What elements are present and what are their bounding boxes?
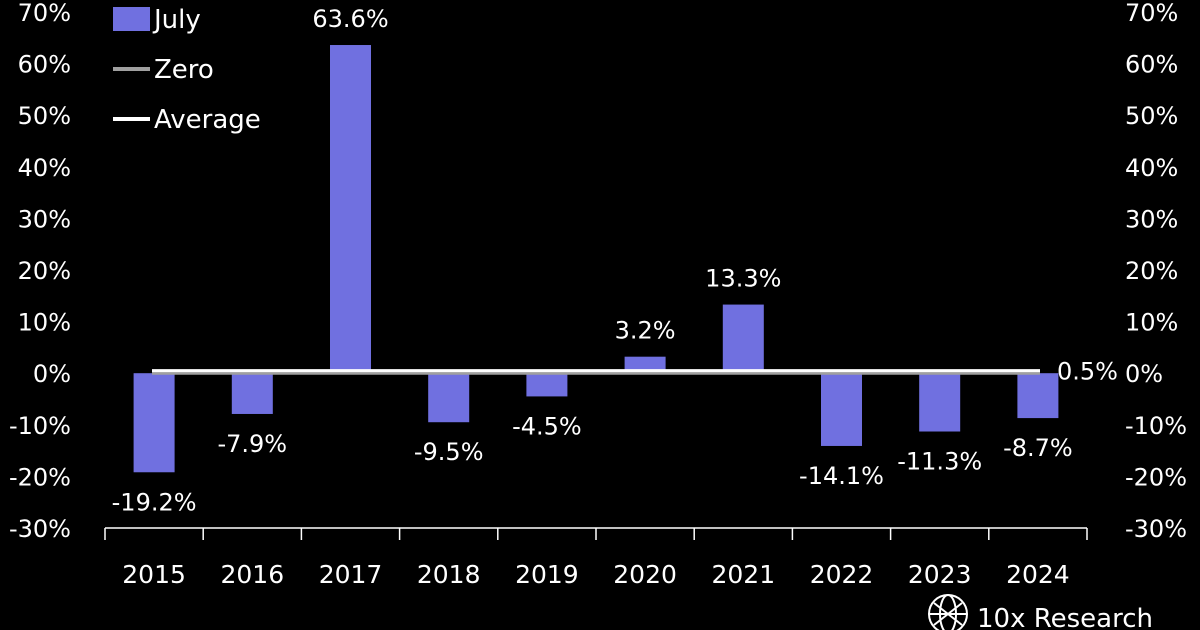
x-tick-label-2017: 2017 — [319, 560, 383, 589]
brand: 10x Research — [928, 594, 1153, 630]
bar-2024 — [1017, 373, 1059, 419]
x-axis — [104, 527, 1088, 540]
x-tick-label-2015: 2015 — [122, 560, 186, 589]
average-line-label: 0.5% — [1057, 358, 1118, 386]
bar-2016 — [231, 373, 273, 414]
x-tick-label-2022: 2022 — [810, 560, 874, 589]
y-tick-label-right: 30% — [1125, 205, 1178, 233]
y-tick-label-right: 50% — [1125, 102, 1178, 130]
bar-2018 — [428, 373, 470, 423]
legend-label-average: Average — [154, 105, 261, 135]
x-tick-labels: 2015 2016 2017 2018 2019 2020 2021 2022 2023 2024 — [122, 560, 1069, 589]
y-tick-label-left: -20% — [9, 463, 71, 491]
data-label-2023: -11.3% — [897, 448, 982, 476]
y-tick-label-left: -30% — [9, 515, 71, 543]
y-axis-right: 70% 60% 50% 40% 30% 20% 10% 0% -10% -20% -30% — [1125, 0, 1187, 543]
data-label-2018: -9.5% — [414, 438, 484, 466]
y-tick-label-right: 60% — [1125, 51, 1178, 79]
y-tick-label-right: -10% — [1125, 412, 1187, 440]
y-tick-label-right: 70% — [1125, 0, 1178, 27]
y-tick-label-left: 0% — [33, 360, 71, 388]
x-tick-label-2021: 2021 — [711, 560, 775, 589]
y-tick-label-right: -20% — [1125, 463, 1187, 491]
globe-logo-icon — [928, 594, 968, 630]
data-label-2022: -14.1% — [799, 462, 884, 490]
y-tick-label-right: 10% — [1125, 309, 1178, 337]
data-label-2017: 63.6% — [312, 5, 388, 33]
x-tick-label-2023: 2023 — [908, 560, 972, 589]
data-label-2016: -7.9% — [217, 430, 287, 458]
brand-label: 10x Research — [977, 604, 1153, 630]
bar-2015 — [133, 373, 175, 473]
bar-2022 — [821, 373, 862, 446]
y-tick-label-left: 20% — [18, 257, 71, 285]
y-tick-label-right: 20% — [1125, 257, 1178, 285]
data-label-2021: 13.3% — [705, 265, 781, 293]
bar-2023 — [919, 373, 961, 432]
x-tick-label-2020: 2020 — [613, 560, 677, 589]
y-tick-label-left: 30% — [18, 205, 71, 233]
legend-swatch-july — [113, 7, 150, 31]
y-tick-label-left: 60% — [18, 51, 71, 79]
bar-series-july — [133, 45, 1059, 473]
y-tick-label-left: 10% — [18, 309, 71, 337]
x-tick-label-2024: 2024 — [1006, 560, 1070, 589]
y-tick-label-left: 50% — [18, 102, 71, 130]
y-tick-label-left: 40% — [18, 154, 71, 182]
reference-lines: 0.5% — [152, 358, 1118, 386]
data-label-2015: -19.2% — [112, 488, 197, 516]
legend-label-zero: Zero — [154, 55, 214, 85]
data-labels: -19.2% -7.9% 63.6% -9.5% -4.5% 3.2% 13.3% -14.1… — [112, 5, 1073, 516]
y-tick-label-left: -10% — [9, 412, 71, 440]
data-label-2020: 3.2% — [615, 317, 676, 345]
y-tick-label-right: 0% — [1125, 360, 1163, 388]
bar-2017 — [330, 45, 371, 374]
y-tick-label-right: 40% — [1125, 154, 1178, 182]
y-tick-label-left: 70% — [18, 0, 71, 27]
y-axis-left: 70% 60% 50% 40% 30% 20% 10% 0% -10% -20% -30% — [9, 0, 71, 543]
legend-label-july: July — [152, 5, 201, 35]
legend: July Zero Average — [113, 5, 261, 135]
x-tick-label-2019: 2019 — [515, 560, 579, 589]
x-tick-label-2018: 2018 — [417, 560, 481, 589]
bar-2020 — [624, 356, 666, 374]
bar-2019 — [526, 373, 568, 397]
data-label-2019: -4.5% — [512, 412, 582, 440]
x-tick-label-2016: 2016 — [220, 560, 284, 589]
data-label-2024: -8.7% — [1003, 434, 1073, 462]
y-tick-label-right: -30% — [1125, 515, 1187, 543]
bar-2021 — [722, 304, 764, 374]
